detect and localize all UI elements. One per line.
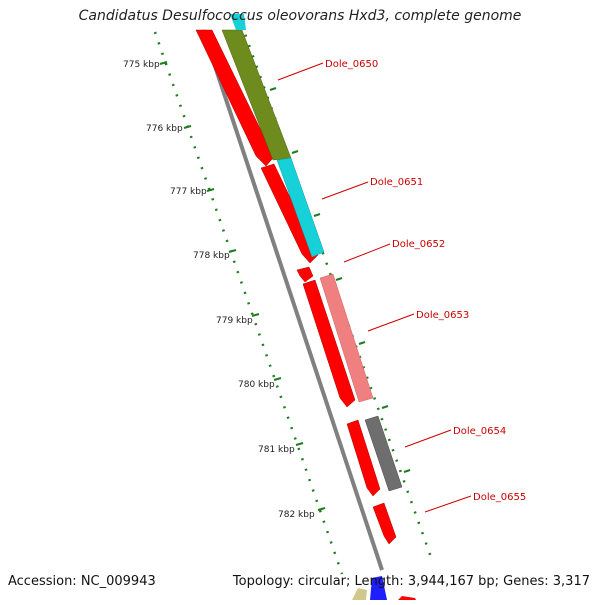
ruler-label: 778 kbp [193, 251, 230, 261]
cds-feature-reverse[interactable] [346, 419, 381, 497]
gene-feature-dole-0651[interactable] [276, 157, 325, 258]
ruler-label: 781 kbp [258, 445, 295, 455]
ruler-tick-outer [313, 213, 321, 217]
ruler-label: 779 kbp [216, 316, 253, 326]
gene-feature-partial-blue[interactable] [370, 576, 387, 600]
ruler-label: 780 kbp [238, 380, 275, 390]
gene-feature-partial-red[interactable] [398, 596, 416, 600]
gene-label[interactable]: Dole_0650 [325, 59, 378, 70]
ruler-tick [251, 313, 260, 317]
label-leader [277, 62, 324, 81]
label-leader [343, 243, 391, 263]
cds-feature-reverse[interactable] [195, 29, 275, 167]
gene-label[interactable]: Dole_0652 [392, 239, 445, 250]
map-title: Candidatus Desulfococcus oleovorans Hxd3… [78, 8, 522, 24]
label-leader [404, 429, 452, 448]
ruler-tick [228, 249, 237, 253]
label-leader [367, 313, 415, 332]
label-leader [321, 181, 369, 200]
gene-feature-cyan-top[interactable] [230, 14, 246, 30]
gene-label[interactable]: Dole_0653 [416, 310, 469, 321]
ruler-label: 776 kbp [146, 124, 183, 134]
cds-feature-reverse[interactable] [302, 279, 356, 408]
ruler-track [153, 31, 344, 575]
ruler-label: 777 kbp [170, 187, 207, 197]
ruler-tick-outer [358, 341, 366, 345]
ruler-tick [183, 125, 192, 129]
ruler-tick [273, 377, 282, 381]
ruler-tick [159, 61, 168, 65]
ruler-label: 775 kbp [123, 60, 160, 70]
cds-feature-reverse[interactable] [260, 163, 319, 264]
ruler-tick-outer [381, 405, 389, 409]
label-leader [424, 495, 472, 513]
ruler-tick [317, 507, 326, 511]
ruler-tick-outer [403, 469, 411, 473]
ruler-tick [206, 188, 215, 192]
cds-feature-reverse[interactable] [296, 266, 314, 283]
gene-feature-partial-khaki[interactable] [352, 588, 367, 600]
topology-text: Topology: circular; Length: 3,944,167 bp… [232, 574, 590, 589]
ruler-tick-outer [291, 150, 299, 154]
gene-feature-dole-0654[interactable] [364, 415, 403, 492]
gene-label[interactable]: Dole_0655 [473, 492, 526, 503]
gene-feature-dole-0653[interactable] [319, 273, 374, 403]
gene-label[interactable]: Dole_0654 [453, 426, 506, 437]
backbone-line [201, 29, 384, 571]
cds-feature-reverse[interactable] [372, 502, 397, 545]
gene-label[interactable]: Dole_0651 [370, 177, 423, 188]
ruler-tick [295, 442, 304, 446]
accession-text: Accession: NC_009943 [8, 574, 156, 589]
ruler-label: 782 kbp [278, 510, 315, 520]
ruler-tick-outer [269, 87, 277, 91]
ruler-tick-outer [335, 277, 343, 281]
